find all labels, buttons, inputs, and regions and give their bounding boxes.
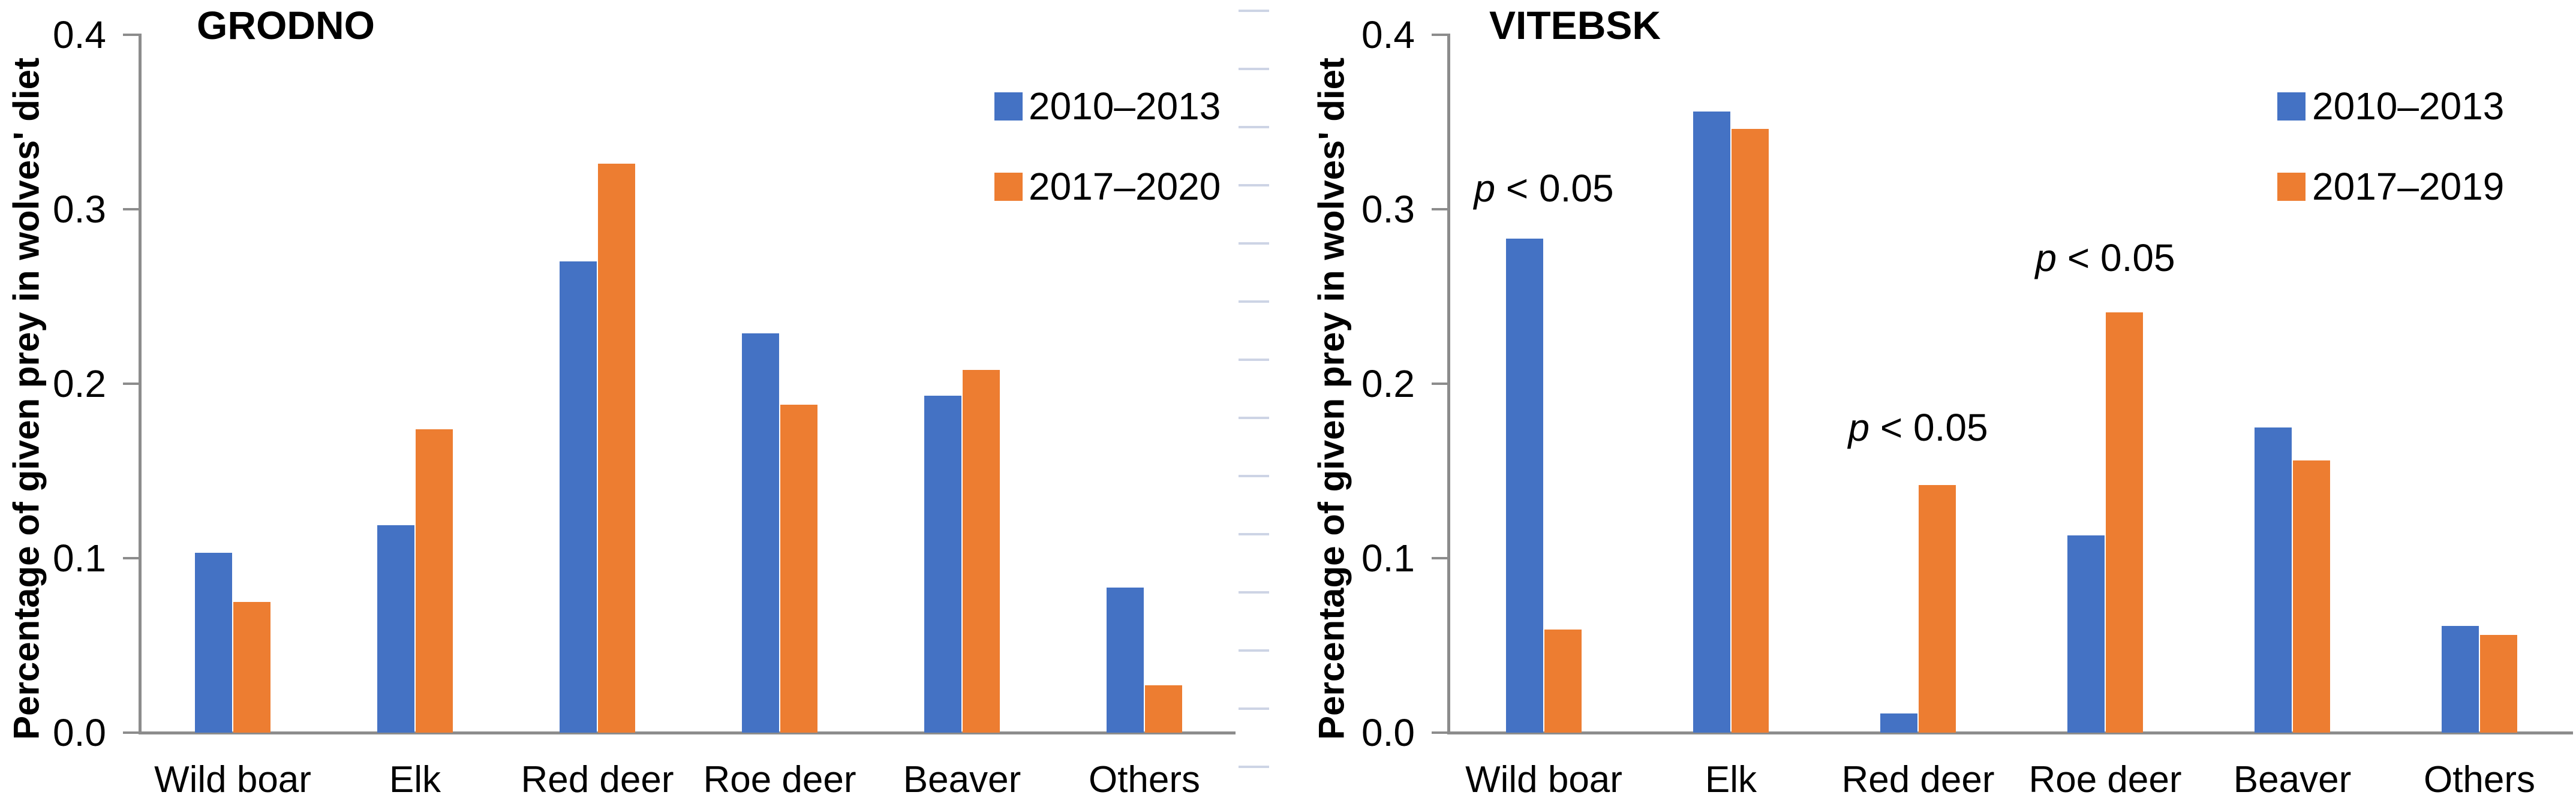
y-tick-label-0.3-grodno: 0.3 <box>53 188 106 231</box>
bar-grodno-others-2010-2013 <box>1107 588 1144 733</box>
divider-dash <box>1239 707 1269 710</box>
y-tick-0.1-vitebsk <box>1432 557 1447 559</box>
bar-grodno-others-2017-2020 <box>1145 685 1182 733</box>
bar-grodno-beaver-2017-2020 <box>963 370 1000 733</box>
legend-swatch-2017-2019-vitebsk <box>2277 173 2306 201</box>
y-tick-label-0.4-grodno: 0.4 <box>53 13 106 56</box>
divider-dash <box>1239 359 1269 361</box>
bar-grodno-elk-2010-2013 <box>377 525 414 733</box>
y-tick-label-0.3-vitebsk: 0.3 <box>1361 188 1415 231</box>
y-tick-0.3-grodno <box>123 208 139 210</box>
bar-vitebsk-others-2017-2019 <box>2480 635 2517 733</box>
category-label-beaver-grodno: Beaver <box>903 759 1021 800</box>
category-label-red-deer-vitebsk: Red deer <box>1841 759 1995 800</box>
bar-vitebsk-beaver-2017-2019 <box>2293 460 2330 733</box>
annotation-p-value-roe-deer-vitebsk: p < 0.05 <box>1937 231 2273 285</box>
bar-grodno-wild-boar-2010-2013 <box>195 553 232 733</box>
y-tick-0.0-vitebsk <box>1432 731 1447 734</box>
annotation-comparison-text: < 0.05 <box>1869 406 1988 449</box>
bar-grodno-roe-deer-2010-2013 <box>742 333 779 733</box>
y-axis-line-grodno <box>139 34 142 734</box>
annotation-comparison-text: < 0.05 <box>2057 236 2175 279</box>
panel-title-vitebsk: VITEBSK <box>1489 3 1661 47</box>
legend-label-2017-2019-vitebsk: 2017–2019 <box>2312 165 2505 208</box>
x-axis-line-grodno <box>139 731 1236 734</box>
category-label-beaver-vitebsk: Beaver <box>2233 759 2352 800</box>
divider-dash <box>1239 649 1269 652</box>
category-label-others-grodno: Others <box>1088 759 1201 800</box>
y-tick-0.0-grodno <box>123 731 139 734</box>
bar-vitebsk-red-deer-2010-2013 <box>1880 713 1917 733</box>
divider-dash <box>1239 591 1269 594</box>
category-label-roe-deer-vitebsk: Roe deer <box>2028 759 2182 800</box>
category-label-elk-vitebsk: Elk <box>1705 759 1757 800</box>
y-tick-label-0.1-vitebsk: 0.1 <box>1361 537 1415 580</box>
y-tick-0.2-vitebsk <box>1432 383 1447 385</box>
category-label-wild-boar-grodno: Wild boar <box>154 759 311 800</box>
y-tick-0.4-grodno <box>123 34 139 36</box>
divider-dash <box>1239 300 1269 303</box>
bar-grodno-beaver-2010-2013 <box>924 396 961 733</box>
bar-vitebsk-beaver-2010-2013 <box>2255 427 2292 733</box>
legend-label-2010-2013-grodno: 2010–2013 <box>1029 85 1221 128</box>
bar-vitebsk-elk-2017-2019 <box>1732 129 1769 733</box>
divider-dash <box>1239 184 1269 186</box>
legend-label-2017-2020-grodno: 2017–2020 <box>1029 165 1221 208</box>
bar-vitebsk-wild-boar-2010-2013 <box>1506 239 1543 733</box>
y-tick-0.2-grodno <box>123 383 139 385</box>
annotation-italic-p: p <box>1474 167 1496 210</box>
bar-vitebsk-red-deer-2017-2019 <box>1919 485 1956 733</box>
divider-dash <box>1239 475 1269 477</box>
category-label-roe-deer-grodno: Roe deer <box>703 759 856 800</box>
category-label-others-vitebsk: Others <box>2423 759 2536 800</box>
annotation-italic-p: p <box>2035 236 2057 279</box>
y-tick-0.4-vitebsk <box>1432 34 1447 36</box>
bar-grodno-roe-deer-2017-2020 <box>780 405 817 733</box>
divider-dash <box>1239 533 1269 535</box>
bar-vitebsk-roe-deer-2017-2019 <box>2106 312 2143 733</box>
category-label-elk-grodno: Elk <box>389 759 441 800</box>
legend-label-2010-2013-vitebsk: 2010–2013 <box>2312 85 2505 128</box>
annotation-italic-p: p <box>1848 406 1870 449</box>
y-axis-line-vitebsk <box>1447 34 1450 734</box>
bar-grodno-red-deer-2010-2013 <box>560 261 597 733</box>
y-tick-0.3-vitebsk <box>1432 208 1447 210</box>
bar-vitebsk-elk-2010-2013 <box>1693 112 1730 733</box>
divider-dash <box>1239 10 1269 12</box>
category-label-wild-boar-vitebsk: Wild boar <box>1465 759 1622 800</box>
y-tick-label-0.0-vitebsk: 0.0 <box>1361 711 1415 754</box>
divider-dash <box>1239 242 1269 245</box>
divider-dash <box>1239 126 1269 128</box>
bar-grodno-elk-2017-2020 <box>416 429 453 733</box>
y-tick-label-0.4-vitebsk: 0.4 <box>1361 13 1415 56</box>
bar-vitebsk-others-2010-2013 <box>2442 626 2479 733</box>
y-tick-label-0.0-grodno: 0.0 <box>53 711 106 754</box>
panel-title-grodno: GRODNO <box>197 3 375 47</box>
y-tick-label-0.1-grodno: 0.1 <box>53 537 106 580</box>
y-tick-label-0.2-grodno: 0.2 <box>53 362 106 405</box>
annotation-p-value-wild-boar-vitebsk: p < 0.05 <box>1376 161 1712 215</box>
legend-swatch-2010-2013-vitebsk <box>2277 92 2306 121</box>
bar-vitebsk-wild-boar-2017-2019 <box>1544 630 1582 733</box>
y-tick-0.1-grodno <box>123 557 139 559</box>
bar-grodno-wild-boar-2017-2020 <box>233 602 270 733</box>
panel-divider-dashes <box>1239 0 1269 807</box>
bar-grodno-red-deer-2017-2020 <box>598 164 635 733</box>
legend-swatch-2010-2013-grodno <box>994 92 1023 121</box>
divider-dash <box>1239 766 1269 768</box>
x-axis-line-vitebsk <box>1447 731 2573 734</box>
divider-dash <box>1239 68 1269 70</box>
bar-vitebsk-roe-deer-2010-2013 <box>2067 535 2105 733</box>
annotation-comparison-text: < 0.05 <box>1495 167 1614 210</box>
annotation-p-value-red-deer-vitebsk: p < 0.05 <box>1750 401 2086 454</box>
category-label-red-deer-grodno: Red deer <box>521 759 674 800</box>
legend-swatch-2017-2020-grodno <box>994 173 1023 201</box>
divider-dash <box>1239 417 1269 419</box>
y-tick-label-0.2-vitebsk: 0.2 <box>1361 362 1415 405</box>
